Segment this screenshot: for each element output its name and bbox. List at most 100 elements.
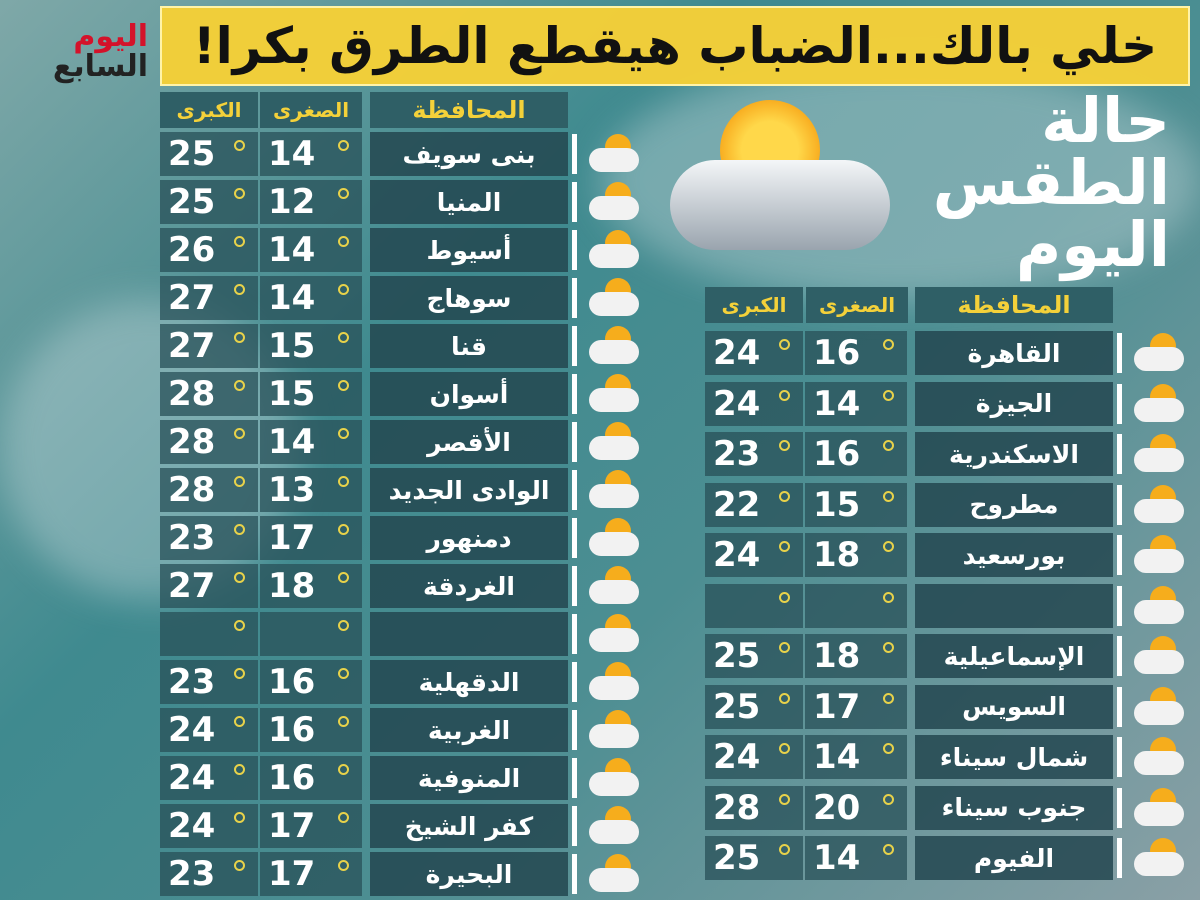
degree-icon bbox=[883, 743, 894, 754]
divider bbox=[1117, 484, 1122, 525]
divider bbox=[572, 758, 577, 798]
divider bbox=[572, 422, 577, 462]
degree-icon bbox=[779, 541, 790, 552]
divider bbox=[572, 518, 577, 558]
partly-cloudy-icon bbox=[585, 854, 641, 894]
divider bbox=[1117, 585, 1122, 626]
partly-cloudy-icon bbox=[585, 278, 641, 318]
min-temp: 15 bbox=[260, 324, 362, 368]
min-temp-value: 16 bbox=[268, 662, 316, 702]
degree-icon bbox=[338, 284, 349, 295]
partly-cloudy-icon bbox=[585, 326, 641, 366]
partly-cloudy-icon bbox=[1130, 585, 1186, 626]
min-temp: 14 bbox=[260, 276, 362, 320]
divider bbox=[572, 182, 577, 222]
degree-icon bbox=[883, 591, 894, 603]
degree-icon bbox=[779, 743, 790, 754]
min-temp: 13 bbox=[260, 468, 362, 512]
partly-cloudy-icon bbox=[585, 422, 641, 462]
table-row: 25 14 الفيوم bbox=[705, 836, 1195, 880]
partly-cloudy-icon bbox=[585, 182, 641, 222]
table-row: 24 16 الغربية bbox=[160, 708, 650, 752]
divider bbox=[572, 278, 577, 318]
degree-icon bbox=[234, 236, 245, 247]
table-row: 24 16 القاهرة bbox=[705, 331, 1195, 375]
degree-icon bbox=[883, 541, 894, 552]
governorate-name: الفيوم bbox=[915, 836, 1113, 880]
min-temp-value: 12 bbox=[268, 182, 316, 222]
governorate-name: المنوفية bbox=[370, 756, 568, 800]
min-temp: 12 bbox=[260, 180, 362, 224]
header-governorate: المحافظة bbox=[915, 287, 1113, 323]
degree-icon bbox=[883, 490, 894, 502]
governorate-name bbox=[370, 612, 568, 656]
min-temp-value: 14 bbox=[268, 230, 316, 270]
max-temp: 27 bbox=[160, 564, 258, 608]
governorate-name: القاهرة bbox=[915, 331, 1113, 375]
min-temp-value: 18 bbox=[813, 535, 861, 575]
partly-cloudy-icon bbox=[1130, 737, 1186, 777]
min-temp-value: 18 bbox=[813, 636, 861, 676]
divider bbox=[572, 470, 577, 510]
partly-cloudy-icon bbox=[585, 710, 641, 750]
min-temp-value: 17 bbox=[813, 686, 861, 727]
max-temp-value: 24 bbox=[713, 737, 761, 777]
min-temp: 18 bbox=[260, 564, 362, 608]
partly-cloudy-icon bbox=[585, 614, 641, 654]
min-temp-value: 15 bbox=[813, 484, 861, 525]
degree-icon bbox=[234, 812, 245, 823]
degree-icon bbox=[338, 188, 349, 199]
table-row: 28 15 أسوان bbox=[160, 372, 650, 416]
min-temp: 14 bbox=[805, 735, 907, 779]
divider bbox=[1117, 333, 1122, 373]
headline-text: خلي بالك...الضباب هيقطع الطرق بكرا! bbox=[192, 17, 1158, 75]
table-row: 25 17 السويس bbox=[705, 684, 1195, 729]
divider bbox=[572, 614, 577, 654]
degree-icon bbox=[234, 380, 245, 391]
header-min: الصغرى bbox=[806, 287, 908, 323]
max-temp: 26 bbox=[160, 228, 258, 272]
min-temp: 14 bbox=[260, 420, 362, 464]
degree-icon bbox=[234, 188, 245, 199]
partly-cloudy-icon bbox=[585, 230, 641, 270]
max-temp bbox=[705, 583, 803, 628]
partly-cloudy-icon bbox=[1130, 333, 1186, 373]
partly-cloudy-icon bbox=[1130, 787, 1186, 828]
table-row: 24 17 كفر الشيخ bbox=[160, 804, 650, 848]
governorate-name: السويس bbox=[915, 684, 1113, 729]
table-row: 23 16 الدقهلية bbox=[160, 660, 650, 704]
min-temp: 14 bbox=[260, 132, 362, 176]
degree-icon bbox=[779, 490, 790, 502]
partly-cloudy-icon bbox=[585, 134, 641, 174]
divider bbox=[572, 326, 577, 366]
max-temp: 23 bbox=[160, 660, 258, 704]
table-row: 25 18 الإسماعيلية bbox=[705, 634, 1195, 678]
degree-icon bbox=[338, 428, 349, 439]
governorate-name: مطروح bbox=[915, 482, 1113, 527]
max-temp: 24 bbox=[160, 804, 258, 848]
headline-banner: خلي بالك...الضباب هيقطع الطرق بكرا! bbox=[160, 6, 1190, 86]
min-temp-value: 17 bbox=[268, 518, 316, 558]
table-row bbox=[160, 612, 650, 656]
degree-icon bbox=[883, 692, 894, 704]
degree-icon bbox=[779, 389, 790, 401]
min-temp: 18 bbox=[805, 634, 907, 678]
min-temp-value: 18 bbox=[268, 566, 316, 606]
min-temp: 16 bbox=[805, 432, 907, 476]
min-temp: 17 bbox=[260, 852, 362, 896]
table-row: 26 14 أسيوط bbox=[160, 228, 650, 272]
governorate-name: الغردقة bbox=[370, 564, 568, 608]
title-line-1: حالة bbox=[1041, 84, 1170, 157]
min-temp-value: 13 bbox=[268, 470, 316, 510]
divider bbox=[1117, 838, 1122, 878]
min-temp: 17 bbox=[260, 804, 362, 848]
divider bbox=[572, 134, 577, 174]
degree-icon bbox=[338, 860, 349, 871]
max-temp-value: 25 bbox=[713, 636, 761, 676]
max-temp-value: 23 bbox=[168, 662, 216, 702]
governorate-name: جنوب سيناء bbox=[915, 785, 1113, 830]
table-row: 27 18 الغردقة bbox=[160, 564, 650, 608]
divider bbox=[1117, 737, 1122, 777]
max-temp: 24 bbox=[160, 708, 258, 752]
min-temp-value: 16 bbox=[813, 434, 861, 474]
